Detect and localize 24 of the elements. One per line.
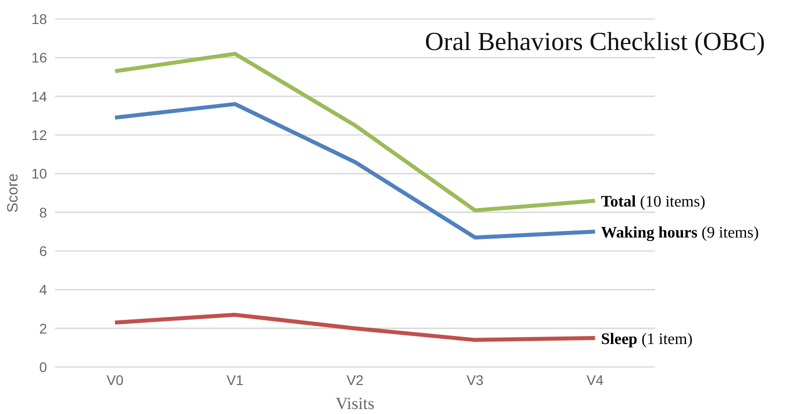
y-tick-label: 6 <box>39 242 48 259</box>
y-tick-label: 2 <box>39 320 48 336</box>
y-axis-title: Score <box>4 173 22 213</box>
y-tick-label: 14 <box>31 88 48 104</box>
y-tick-label: 10 <box>31 166 48 182</box>
y-tick-label: 8 <box>39 204 48 220</box>
line-series <box>113 102 597 240</box>
x-tick-label: V0 <box>106 372 124 388</box>
y-tick-label: 0 <box>39 358 48 375</box>
x-tick-label: V3 <box>466 372 484 388</box>
y-tick-label: 4 <box>39 282 48 298</box>
series-label: Waking hours (9 items) <box>601 224 759 242</box>
series-label: Total (10 items) <box>601 194 706 211</box>
y-tick-label: 12 <box>31 126 48 143</box>
line-series <box>113 312 597 342</box>
y-tick-label: 18 <box>31 10 48 27</box>
x-axis-title: Visits <box>336 394 374 413</box>
chart-title: Oral Behaviors Checklist (OBC) <box>424 27 765 56</box>
y-tick-label: 16 <box>31 50 48 66</box>
x-tick-label: V4 <box>586 372 604 388</box>
line-series <box>113 52 597 212</box>
series-label: Sleep (1 item) <box>601 331 693 348</box>
x-tick-label: V2 <box>346 372 364 388</box>
x-tick-label: V1 <box>226 372 244 388</box>
